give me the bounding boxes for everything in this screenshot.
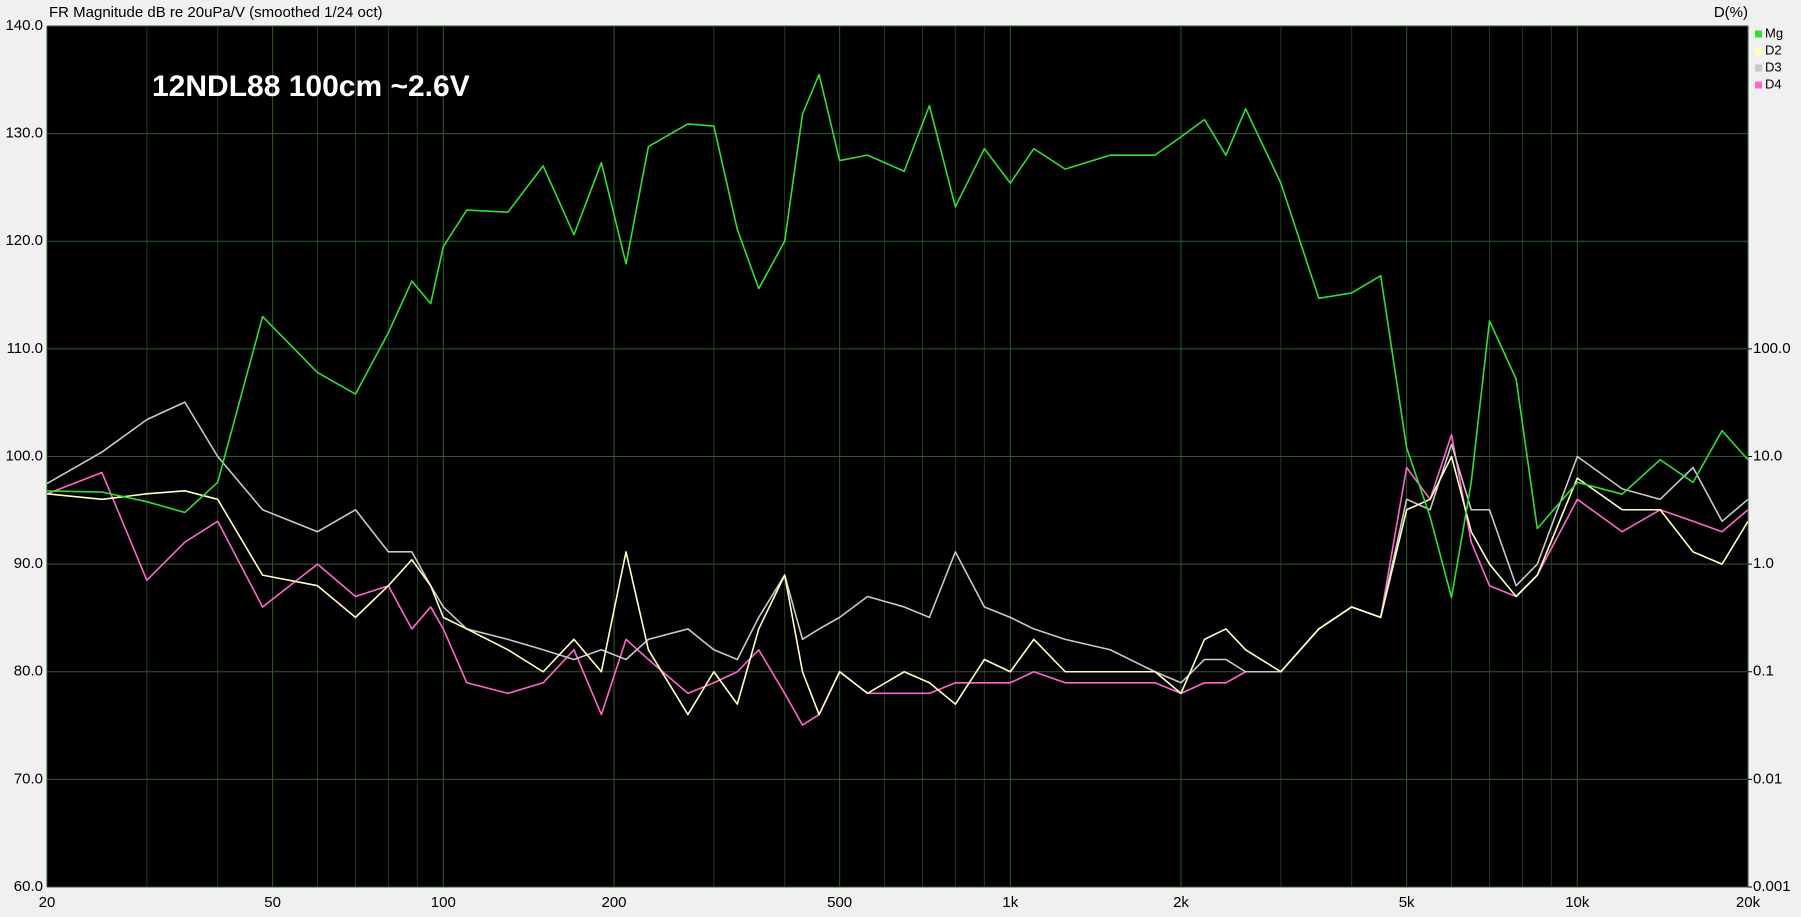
y-tick-label: 140.0: [5, 17, 43, 34]
y-tick-label: 60.0: [14, 878, 43, 895]
x-tick-label: 100: [431, 894, 456, 911]
plot-lines: [47, 73, 1748, 726]
y-tick-label: 70.0: [14, 770, 43, 787]
legend-label: D4: [1765, 76, 1782, 91]
y-tick-label: 80.0: [14, 663, 43, 680]
x-tick-label: 500: [827, 894, 852, 911]
legend-label: Mg: [1765, 25, 1783, 40]
legend-label: D2: [1765, 42, 1782, 57]
x-tick-label: 20k: [1736, 894, 1761, 911]
y2-tick-label: 0.1: [1753, 663, 1774, 680]
y-tick-label: 100.0: [5, 447, 43, 464]
legend-swatch: [1755, 64, 1762, 72]
legend-swatch: [1755, 81, 1762, 89]
legend-swatch: [1755, 47, 1762, 55]
legend-swatch: [1755, 30, 1762, 38]
x-tick-label: 50: [264, 894, 281, 911]
y-tick-label: 130.0: [5, 125, 43, 142]
x-tick-label: 10k: [1565, 894, 1590, 911]
series-line: [47, 455, 1748, 716]
y2-tick-label: 1.0: [1753, 555, 1774, 572]
series-line: [47, 433, 1748, 726]
chart-title: FR Magnitude dB re 20uPa/V (smoothed 1/2…: [49, 4, 383, 21]
x-tick-label: 2k: [1173, 894, 1189, 911]
series-line: [47, 401, 1748, 684]
y2-tick-label: 100.0: [1753, 340, 1791, 357]
annotation: 12NDL88 100cm ~2.6V: [152, 70, 470, 103]
x-tick-label: 200: [601, 894, 626, 911]
y2-axis-label: D(%): [1714, 4, 1748, 21]
y2-tick-label: 0.01: [1753, 770, 1782, 787]
y2-tick-label: 0.001: [1753, 878, 1791, 895]
y-tick-label: 120.0: [5, 232, 43, 249]
x-tick-label: 5k: [1399, 894, 1415, 911]
legend-label: D3: [1765, 59, 1782, 74]
y-tick-label: 110.0: [7, 340, 43, 357]
x-tick-label: 1k: [1002, 894, 1018, 911]
x-tick-label: 20: [39, 894, 56, 911]
y2-tick-label: 10.0: [1753, 447, 1782, 464]
y-tick-label: 90.0: [14, 555, 43, 572]
series-line: [47, 73, 1748, 599]
